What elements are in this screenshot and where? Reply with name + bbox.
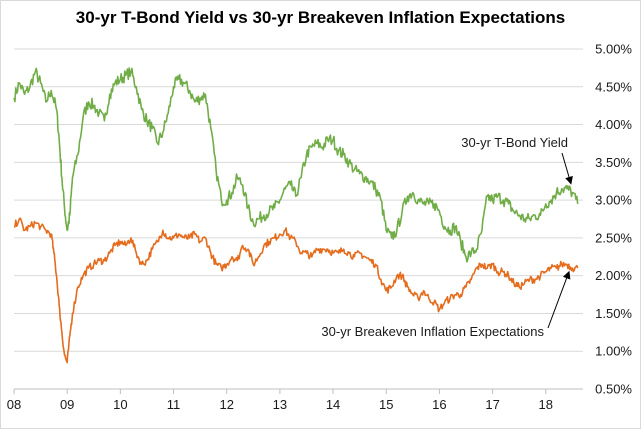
x-tick-label: 08: [7, 397, 21, 412]
x-tick-label: 12: [219, 397, 233, 412]
x-tick-label: 13: [273, 397, 287, 412]
y-tick-label: 3.00%: [595, 193, 632, 208]
annotation-tbond-yield: 30-yr T-Bond Yield: [461, 135, 568, 150]
x-tick-label: 14: [326, 397, 340, 412]
series-annotations: 30-yr T-Bond Yield 30-yr Breakeven Inflat…: [321, 135, 573, 339]
y-tick-label: 3.50%: [595, 155, 632, 170]
y-tick-label: 0.50%: [595, 382, 632, 397]
annotation-breakeven-inflation: 30-yr Breakeven Inflation Expectations: [321, 324, 544, 339]
y-tick-label: 1.50%: [595, 306, 632, 321]
chart-title: 30-yr T-Bond Yield vs 30-yr Breakeven In…: [75, 8, 566, 27]
y-tick-label: 2.50%: [595, 230, 632, 245]
y-tick-label: 4.00%: [595, 117, 632, 132]
series-line-breakeven-inflation: [13, 217, 579, 364]
gridlines: [14, 48, 583, 390]
y-tick-label: 4.50%: [595, 79, 632, 94]
x-axis: 08 09 10 11 12 13 14 15 16 17 18: [7, 388, 583, 412]
y-tick-label: 2.00%: [595, 268, 632, 283]
x-tick-label: 09: [60, 397, 74, 412]
y-tick-label: 5.00%: [595, 42, 632, 57]
annotation-arrow: [547, 270, 571, 329]
data-series: [13, 67, 579, 364]
x-tick-label: 17: [485, 397, 499, 412]
series-line-tbond-yield: [13, 67, 579, 263]
x-tick-label: 18: [539, 397, 553, 412]
y-axis-tick-labels: 0.50% 1.00% 1.50% 2.00% 2.50% 3.00% 3.50% 4.00%…: [595, 42, 632, 397]
x-tick-label: 10: [113, 397, 127, 412]
x-tick-label: 15: [379, 397, 393, 412]
annotation-arrow: [561, 152, 573, 185]
y-tick-label: 1.00%: [595, 344, 632, 359]
x-tick-label: 16: [432, 397, 446, 412]
x-tick-label: 11: [167, 397, 181, 412]
